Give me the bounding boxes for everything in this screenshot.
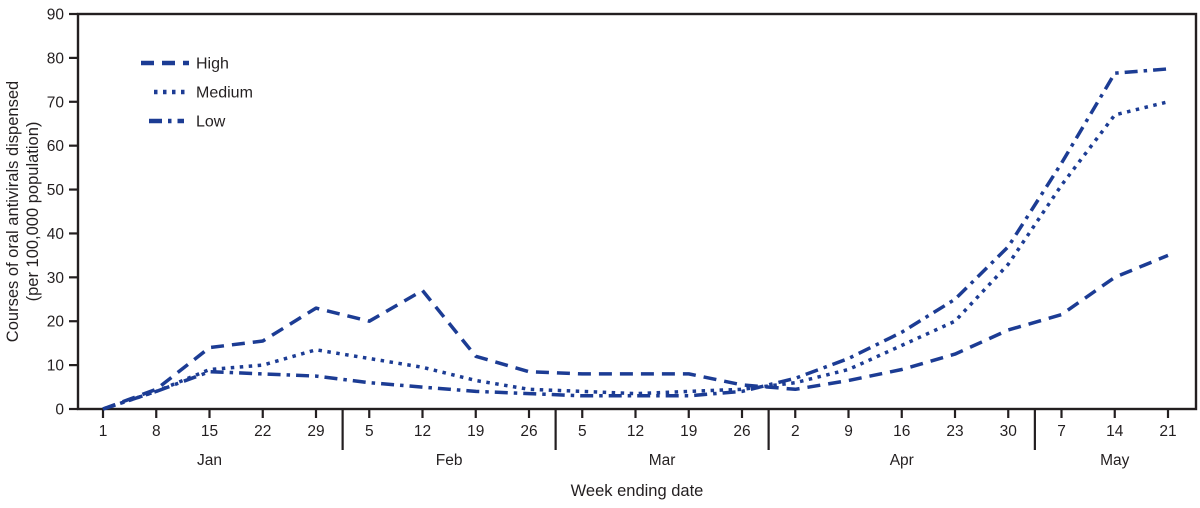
x-tick-label: 12 bbox=[414, 423, 431, 440]
x-tick-label: 22 bbox=[254, 423, 271, 440]
y-tick-label: 90 bbox=[47, 7, 65, 24]
x-tick-label: 2 bbox=[791, 423, 800, 440]
x-tick-label: 14 bbox=[1106, 423, 1124, 440]
y-axis-title-line2: (per 100,000 population) bbox=[24, 122, 42, 302]
y-axis-title-line1: Courses of oral antivirals dispensed bbox=[4, 81, 22, 342]
x-tick-label: 9 bbox=[844, 423, 853, 440]
y-tick-label: 70 bbox=[47, 94, 65, 111]
x-tick-label: 23 bbox=[946, 423, 963, 440]
y-tick-label: 40 bbox=[47, 226, 65, 243]
x-tick-label: 5 bbox=[365, 423, 374, 440]
x-tick-label: 1 bbox=[99, 423, 108, 440]
y-tick-label: 10 bbox=[47, 358, 65, 375]
legend-label-high: High bbox=[196, 56, 229, 73]
x-tick-label: 29 bbox=[307, 423, 324, 440]
month-label: Mar bbox=[649, 452, 676, 469]
series-line-medium bbox=[102, 100, 1169, 411]
x-tick-label: 21 bbox=[1159, 423, 1176, 440]
month-label: Feb bbox=[436, 452, 463, 469]
series-line-high bbox=[102, 253, 1169, 411]
plot-border bbox=[76, 12, 1198, 411]
x-tick-label: 16 bbox=[893, 423, 910, 440]
y-tick-label: 60 bbox=[47, 138, 65, 155]
x-tick-label: 26 bbox=[520, 423, 537, 440]
x-tick-label: 19 bbox=[467, 423, 484, 440]
legend-label-low: Low bbox=[196, 114, 226, 131]
month-label: May bbox=[1100, 452, 1130, 469]
series-line-low bbox=[102, 67, 1169, 411]
x-tick-label: 8 bbox=[152, 423, 161, 440]
y-tick-label: 80 bbox=[47, 50, 65, 67]
x-axis-title: Week ending date bbox=[571, 482, 704, 500]
month-label: Apr bbox=[890, 452, 914, 469]
y-tick-label: 50 bbox=[47, 182, 65, 199]
x-tick-label: 7 bbox=[1057, 423, 1066, 440]
x-tick-label: 5 bbox=[578, 423, 587, 440]
legend-label-medium: Medium bbox=[196, 85, 253, 102]
month-label: Jan bbox=[197, 452, 222, 469]
x-tick-label: 26 bbox=[733, 423, 750, 440]
y-tick-label: 20 bbox=[47, 314, 65, 331]
x-tick-label: 15 bbox=[201, 423, 218, 440]
y-tick-label: 30 bbox=[47, 270, 65, 287]
x-tick-label: 12 bbox=[627, 423, 644, 440]
x-tick-label: 19 bbox=[680, 423, 697, 440]
x-tick-label: 30 bbox=[1000, 423, 1018, 440]
y-tick-label: 0 bbox=[55, 402, 64, 419]
